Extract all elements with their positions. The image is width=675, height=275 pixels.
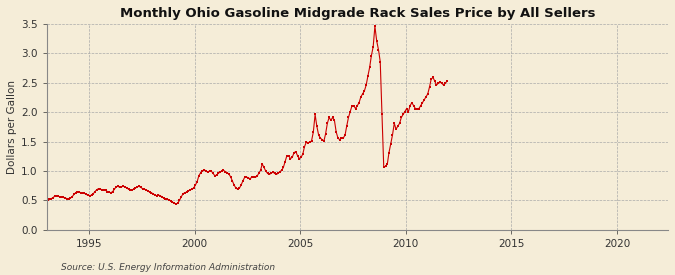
Y-axis label: Dollars per Gallon: Dollars per Gallon — [7, 80, 17, 174]
Text: Source: U.S. Energy Information Administration: Source: U.S. Energy Information Administ… — [61, 263, 275, 272]
Title: Monthly Ohio Gasoline Midgrade Rack Sales Price by All Sellers: Monthly Ohio Gasoline Midgrade Rack Sale… — [119, 7, 595, 20]
